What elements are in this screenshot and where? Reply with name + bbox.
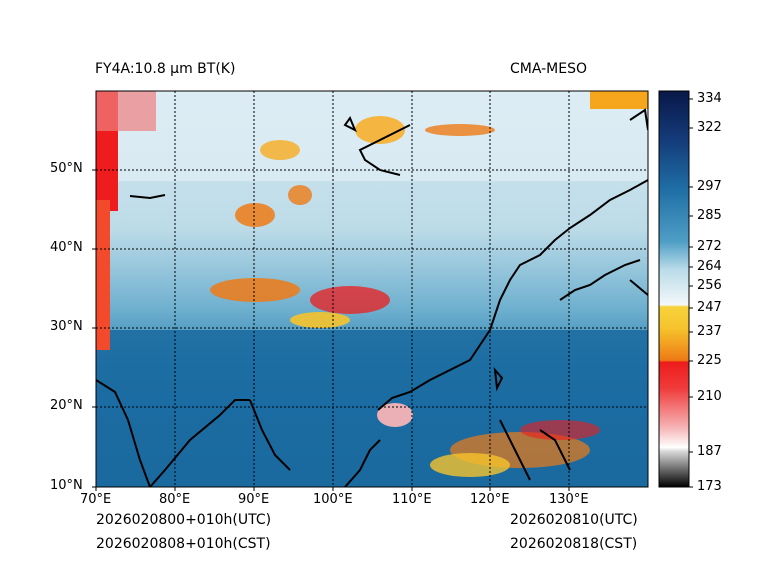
lat-tick-40: 40°N [50,240,83,255]
lon-tick-100: 100°E [313,492,353,507]
map-frame [95,90,649,488]
cbar-label-187: 187 [697,444,722,459]
valid-time-cst: 2026020818(CST) [510,536,638,552]
cbar-label-173: 173 [697,479,722,494]
cbar-label-256: 256 [697,278,722,293]
cbar-label-285: 285 [697,208,722,223]
cbar-label-297: 297 [697,179,722,194]
lon-tick-110: 110°E [392,492,432,507]
satellite-image [96,91,648,487]
lon-tick-70: 70°E [80,492,112,507]
lat-tick-30: 30°N [50,319,83,334]
colorbar [658,90,690,488]
valid-time-utc: 2026020810(UTC) [510,512,638,528]
graticule [96,91,648,487]
colorbar-ticks [689,98,693,488]
cbar-label-264: 264 [697,259,722,274]
lon-tick-80: 80°E [159,492,191,507]
axis-ticks [92,169,570,491]
model-name: CMA-MESO [510,61,588,77]
lon-tick-120: 120°E [470,492,510,507]
cbar-label-237: 237 [697,324,722,339]
coastlines [96,108,648,487]
cbar-label-322: 322 [697,120,722,135]
lon-tick-130: 130°E [549,492,589,507]
lat-tick-10: 10°N [50,478,83,493]
cbar-label-247: 247 [697,300,722,315]
lat-tick-50: 50°N [50,161,83,176]
lat-tick-20: 20°N [50,398,83,413]
cloud-band [210,116,600,477]
lon-tick-90: 90°E [238,492,270,507]
cbar-label-272: 272 [697,239,722,254]
cbar-label-210: 210 [697,389,722,404]
cbar-label-334: 334 [697,91,722,106]
cbar-label-225: 225 [697,353,722,368]
product-title: FY4A:10.8 μm BT(K) [95,61,236,77]
start-time-cst: 2026020808+010h(CST) [96,536,271,552]
start-time-utc: 2026020800+010h(UTC) [96,512,272,528]
